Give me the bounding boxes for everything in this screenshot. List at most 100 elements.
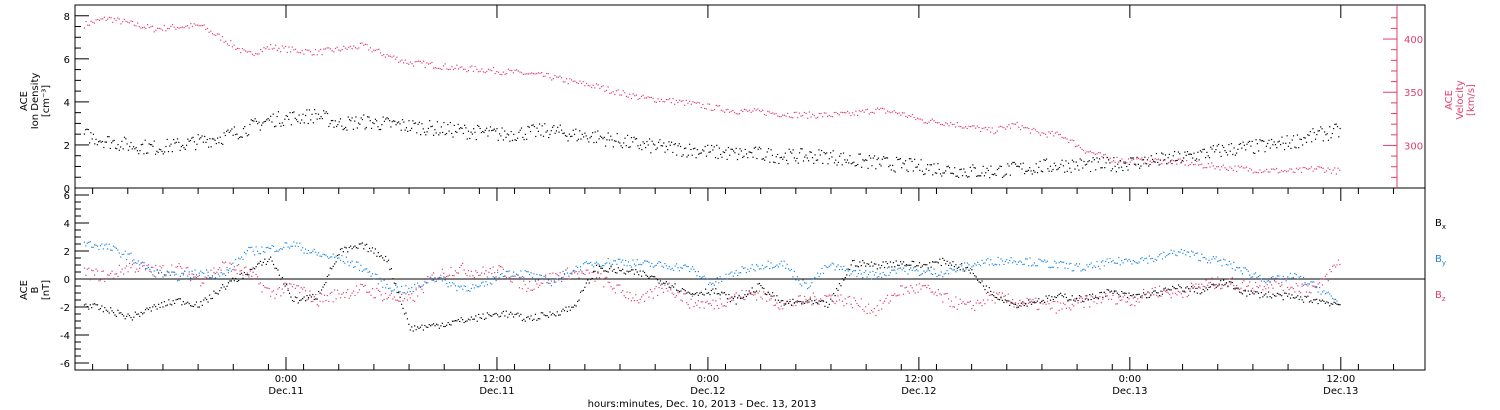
density-point xyxy=(202,141,205,143)
density-point xyxy=(254,118,256,120)
by-point xyxy=(507,270,509,273)
by-point xyxy=(841,268,843,271)
velocity-point xyxy=(1259,169,1261,171)
by-point xyxy=(750,267,752,270)
velocity-point xyxy=(158,27,160,30)
bx-point xyxy=(863,262,865,264)
by-point xyxy=(444,279,446,281)
velocity-point xyxy=(225,40,227,42)
velocity-point xyxy=(1289,168,1291,170)
by-point xyxy=(878,276,880,278)
bx-point xyxy=(1259,297,1261,299)
bz-point xyxy=(651,291,653,293)
density-point xyxy=(744,148,746,151)
by-point xyxy=(357,261,359,263)
bz-point xyxy=(86,268,88,270)
velocity-point xyxy=(1001,126,1003,128)
velocity-point xyxy=(404,59,406,61)
velocity-point xyxy=(905,115,907,118)
bz-point xyxy=(334,289,336,291)
bx-point xyxy=(801,303,803,305)
field-tick-label: -6 xyxy=(60,359,70,370)
bx-point xyxy=(440,325,442,327)
bx-point xyxy=(89,304,91,306)
by-point xyxy=(150,266,152,268)
by-point xyxy=(568,275,570,277)
by-point xyxy=(1188,251,1190,253)
density-point xyxy=(411,127,413,129)
density-point xyxy=(1313,131,1315,134)
bz-point xyxy=(336,289,339,291)
by-point xyxy=(1295,273,1297,276)
bx-point xyxy=(236,280,238,283)
velocity-point xyxy=(1053,135,1055,137)
density-point xyxy=(103,146,105,149)
bx-point xyxy=(614,271,617,274)
by-point xyxy=(1086,264,1088,266)
density-point xyxy=(1239,143,1242,145)
density-point xyxy=(1148,165,1150,167)
velocity-point xyxy=(441,68,443,71)
by-point xyxy=(898,267,900,269)
bx-point xyxy=(1327,302,1329,304)
by-point xyxy=(261,246,263,248)
by-point xyxy=(271,245,273,247)
bz-point xyxy=(939,293,941,295)
density-point xyxy=(934,172,936,174)
by-point xyxy=(447,286,449,288)
bx-point xyxy=(334,263,336,265)
by-point xyxy=(904,270,906,272)
density-point xyxy=(1259,139,1261,141)
bz-point xyxy=(700,301,702,303)
density-point xyxy=(191,137,193,139)
velocity-point xyxy=(1101,156,1103,158)
bx-point xyxy=(226,285,228,287)
bx-point xyxy=(750,292,752,294)
bz-point xyxy=(905,286,908,288)
velocity-point xyxy=(283,47,285,49)
velocity-point xyxy=(235,48,237,50)
density-point xyxy=(1225,151,1227,154)
bz-point xyxy=(767,291,769,293)
by-point xyxy=(169,274,171,276)
velocity-point xyxy=(1051,130,1053,133)
velocity-point xyxy=(336,46,338,48)
bx-point xyxy=(281,277,283,279)
density-point xyxy=(672,151,674,154)
bz-point xyxy=(600,273,602,275)
by-point xyxy=(1068,263,1070,265)
bz-point xyxy=(827,295,829,297)
density-point xyxy=(1044,159,1046,162)
bx-point xyxy=(1321,299,1324,301)
velocity-point xyxy=(981,127,983,130)
velocity-point xyxy=(1086,151,1088,153)
bz-point xyxy=(1160,295,1162,297)
velocity-point xyxy=(1058,134,1060,136)
velocity-point xyxy=(848,112,850,114)
velocity-point xyxy=(1016,121,1018,124)
by-point xyxy=(1062,261,1065,263)
density-point xyxy=(647,144,649,146)
density-point xyxy=(1318,130,1321,132)
by-point xyxy=(354,266,356,268)
velocity-point xyxy=(704,107,706,110)
density-point xyxy=(606,139,608,141)
bx-point xyxy=(146,307,148,309)
velocity-point xyxy=(516,69,518,71)
velocity-point xyxy=(730,110,732,112)
density-point xyxy=(364,128,366,130)
velocity-point xyxy=(1186,160,1188,162)
by-point xyxy=(1185,254,1187,256)
bx-point xyxy=(1119,295,1121,297)
by-point xyxy=(443,276,445,278)
by-point xyxy=(1125,258,1127,260)
density-point xyxy=(581,133,583,135)
density-point xyxy=(849,155,851,157)
bz-point xyxy=(284,282,286,284)
velocity-point xyxy=(1189,163,1191,166)
by-point xyxy=(968,264,970,266)
density-point xyxy=(701,149,704,151)
by-point xyxy=(1244,267,1246,269)
density-point xyxy=(311,113,313,115)
by-point xyxy=(945,272,947,274)
